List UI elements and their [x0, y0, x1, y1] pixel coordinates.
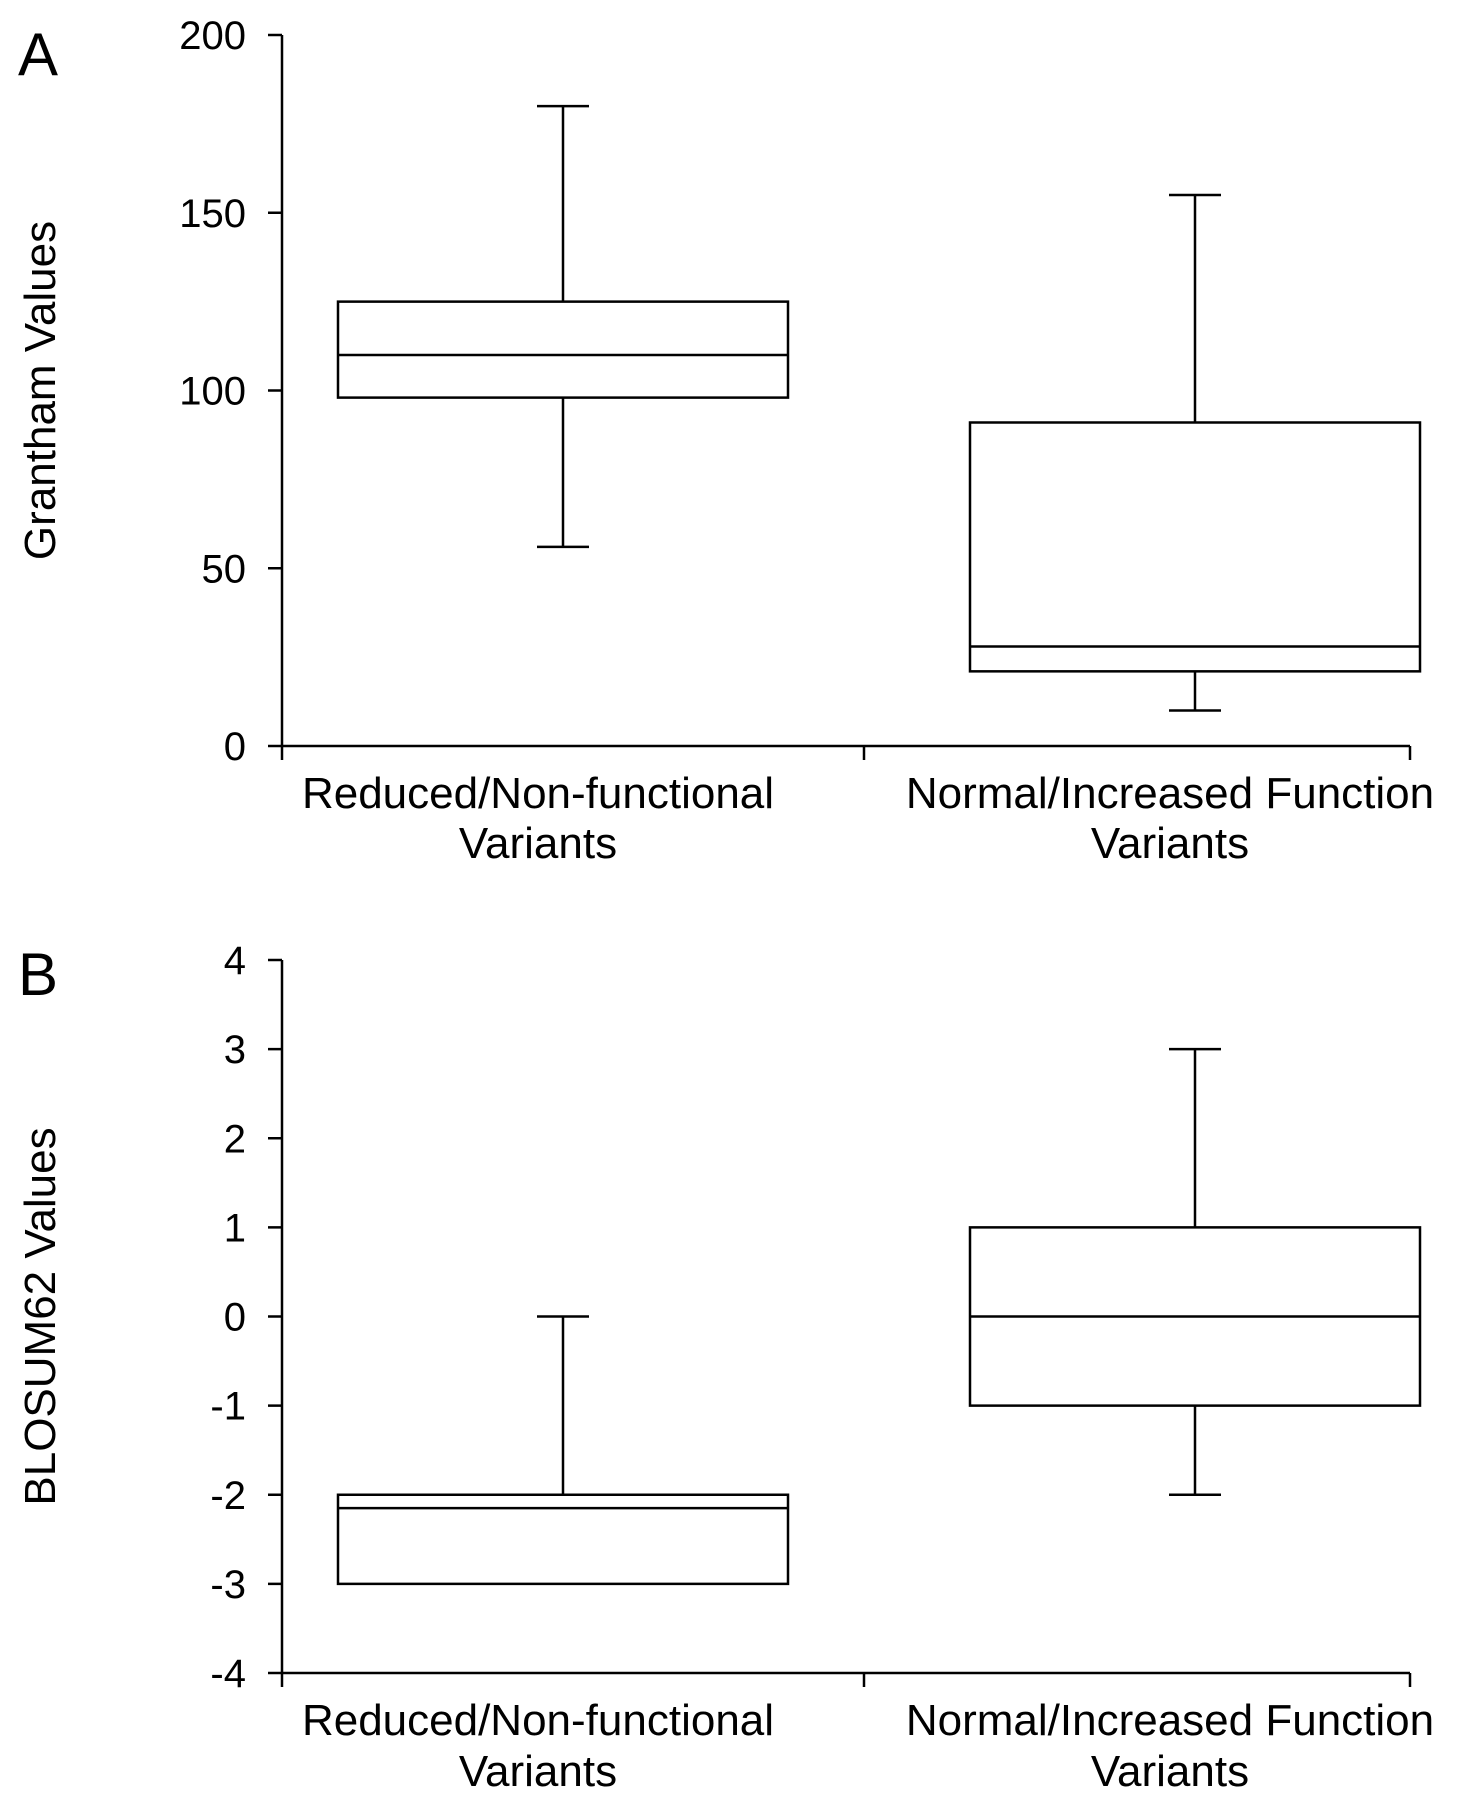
- chart-panel-b: B BLOSUM62 Values -4 -3 -2 -1 0 1 2 3 4 Reduced/Non…: [16, 939, 1434, 1796]
- x-category-label: Normal/Increased Function: [906, 1696, 1434, 1745]
- x-category-label: Reduced/Non-functional: [302, 769, 774, 818]
- box-1: [336, 1315, 790, 1586]
- y-tick-label: 1: [224, 1206, 246, 1250]
- x-category-label: Normal/Increased Function: [906, 769, 1434, 818]
- y-axis-label: Grantham Values: [16, 221, 65, 560]
- y-tick-label: 4: [224, 939, 246, 983]
- y-tick-label: 0: [224, 1296, 246, 1340]
- panel-letter: B: [18, 941, 58, 1008]
- x-category-label: Variants: [1091, 819, 1249, 868]
- box-1: [336, 104, 790, 549]
- y-tick-label: -3: [210, 1563, 246, 1607]
- y-tick-label: 150: [179, 192, 246, 236]
- box-2: [968, 193, 1422, 712]
- x-category-label: Variants: [459, 1747, 617, 1796]
- y-tick-label: -1: [210, 1385, 246, 1429]
- panel-letter: A: [18, 21, 58, 88]
- y-tick-label: 100: [179, 370, 246, 414]
- box-iqr: [336, 300, 790, 399]
- chart-panel-a: A Grantham Values 0 50 100 150 200 Reduced/Non-…: [16, 14, 1434, 868]
- y-tick-label: -4: [210, 1652, 246, 1696]
- y-tick-label: -2: [210, 1474, 246, 1518]
- y-tick-label: 200: [179, 14, 246, 58]
- x-category-label: Reduced/Non-functional: [302, 1696, 774, 1745]
- y-tick-label: 0: [224, 725, 246, 769]
- box-2: [968, 1047, 1422, 1496]
- y-tick-label: 3: [224, 1028, 246, 1072]
- y-tick-label: 2: [224, 1117, 246, 1161]
- box-iqr: [336, 1493, 790, 1586]
- x-category-label: Variants: [459, 819, 617, 868]
- y-tick-label: 50: [202, 547, 247, 591]
- y-axis-label: BLOSUM62 Values: [16, 1127, 65, 1505]
- box-iqr: [968, 421, 1422, 673]
- x-category-label: Variants: [1091, 1747, 1249, 1796]
